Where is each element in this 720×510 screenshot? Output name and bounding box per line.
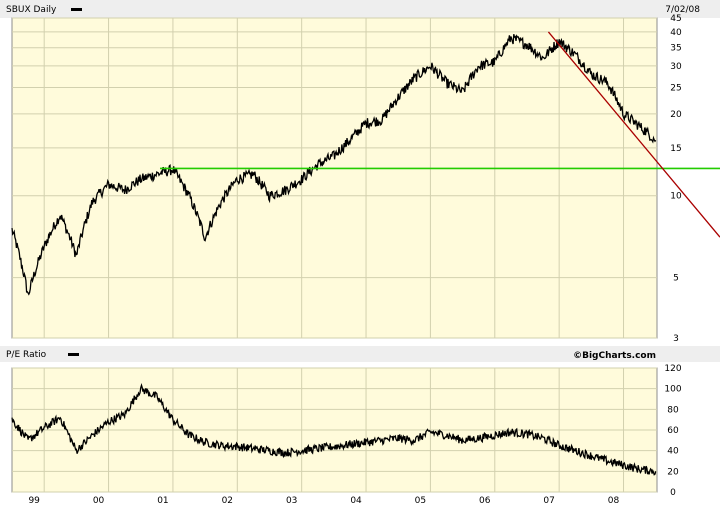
- resistance-trend-line: [547, 31, 720, 238]
- pe-y-tick-label: 80: [667, 405, 679, 415]
- price-y-tick-label: 3: [673, 334, 679, 344]
- x-tick-label: 00: [93, 496, 105, 506]
- price-y-tick-label: 10: [670, 192, 682, 202]
- chart-date: 7/02/08: [665, 5, 700, 15]
- pe-chart-title: P/E Ratio: [6, 350, 47, 360]
- price-y-tick-label: 25: [670, 83, 681, 93]
- x-tick-label: 08: [608, 496, 620, 506]
- pe-y-tick-label: 40: [667, 447, 679, 457]
- pe-header-band: [0, 346, 720, 362]
- price-y-tick-label: 40: [670, 28, 682, 38]
- price-y-tick-label: 30: [670, 62, 682, 72]
- price-y-tick-label: 5: [673, 274, 679, 284]
- pe-legend-swatch: [68, 353, 79, 356]
- pe-y-tick-label: 20: [667, 467, 679, 477]
- x-tick-label: 99: [28, 496, 40, 506]
- pe-y-axis: 0 20 40 60 80 100 120: [664, 364, 681, 498]
- price-y-tick-label: 20: [670, 110, 682, 120]
- x-axis: 99 00 01 02 03 04 05 06 07 08: [28, 496, 619, 506]
- price-legend-swatch: [71, 8, 82, 11]
- pe-y-tick-label: 60: [667, 426, 679, 436]
- price-y-tick-label: 45: [670, 14, 681, 24]
- credit-text: ©BigCharts.com: [573, 351, 656, 361]
- x-tick-label: 01: [157, 496, 168, 506]
- pe-y-tick-label: 120: [664, 364, 681, 374]
- pe-series-line: [11, 382, 657, 476]
- pe-grid: [12, 367, 657, 493]
- price-series-line: [11, 34, 657, 296]
- price-panel: [11, 17, 658, 339]
- x-tick-label: 04: [350, 496, 362, 506]
- x-tick-label: 07: [543, 496, 554, 506]
- price-chart-title: SBUX Daily: [6, 5, 57, 15]
- x-tick-label: 06: [479, 496, 491, 506]
- pe-y-tick-label: 0: [670, 488, 676, 498]
- price-y-tick-label: 35: [670, 44, 681, 54]
- pe-y-tick-label: 100: [664, 385, 681, 395]
- price-header-band: [0, 0, 720, 18]
- x-tick-label: 02: [222, 496, 233, 506]
- price-y-tick-label: 15: [670, 144, 681, 154]
- x-tick-label: 03: [286, 496, 297, 506]
- x-tick-label: 05: [415, 496, 426, 506]
